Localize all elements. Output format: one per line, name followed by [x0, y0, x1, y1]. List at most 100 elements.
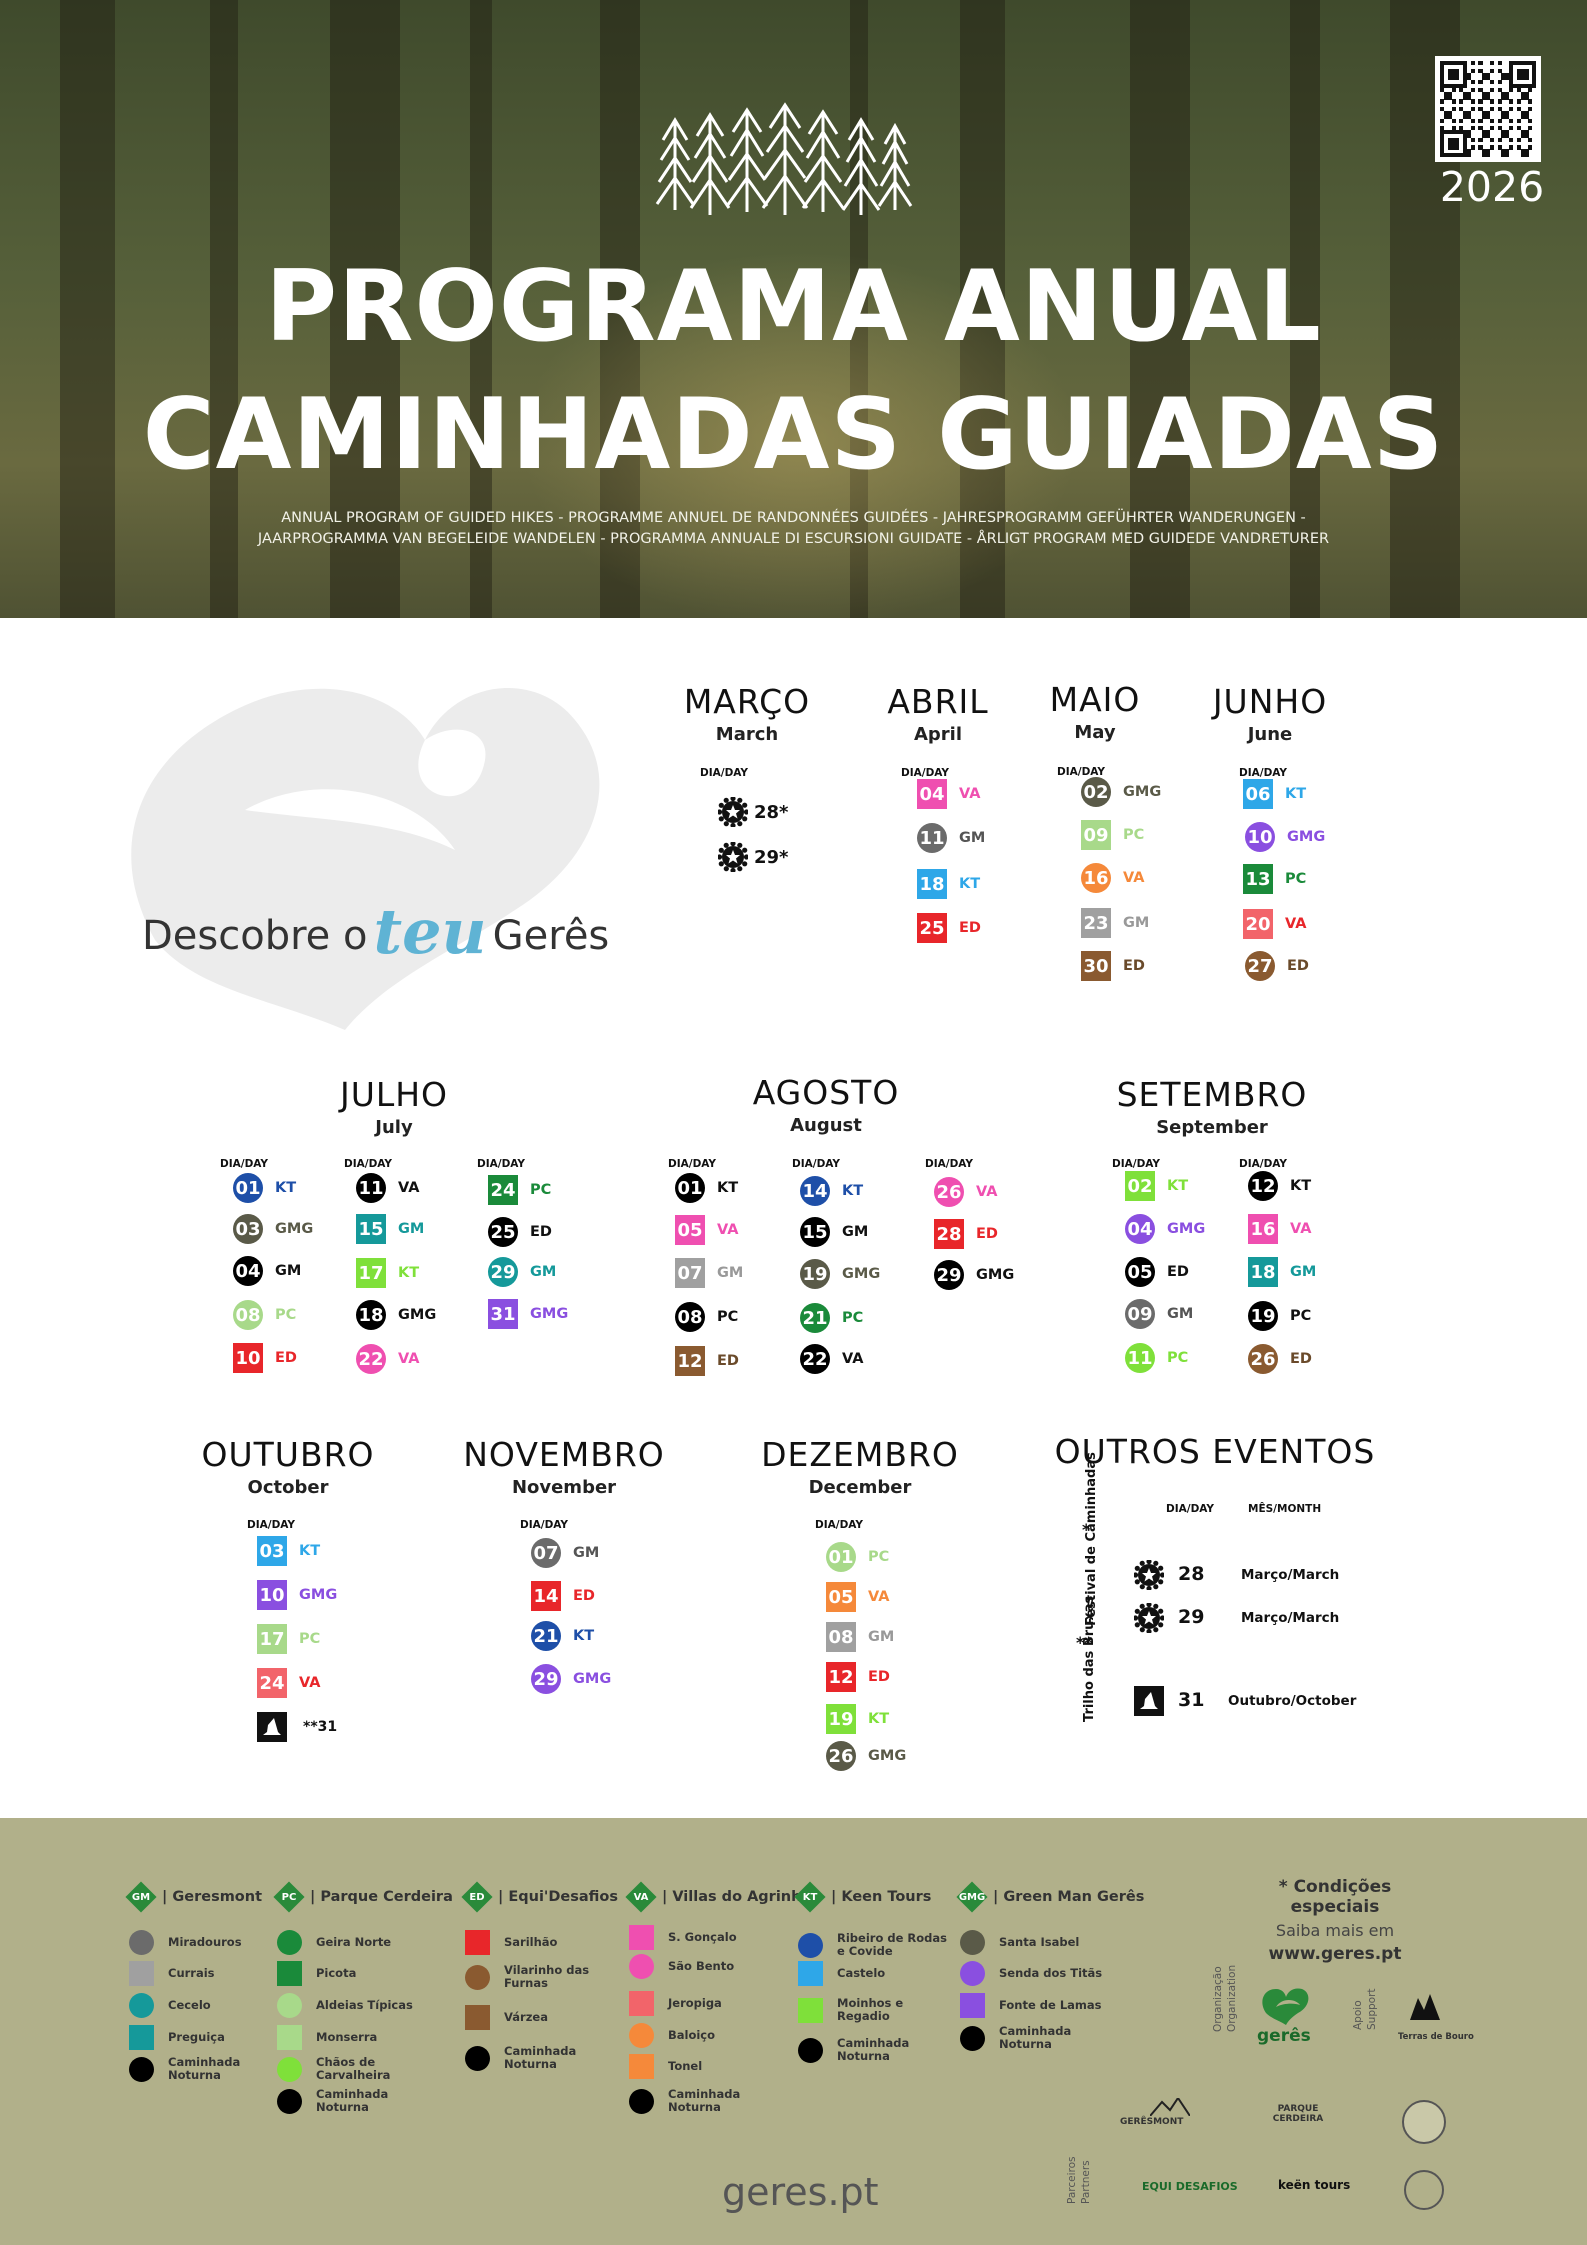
legend-item: Preguiça	[129, 2025, 280, 2050]
legend-marker	[798, 2037, 823, 2063]
legend-marker	[629, 1925, 654, 1950]
pine-trees-icon	[655, 102, 913, 215]
month-name: JULHO	[339, 1075, 449, 1114]
month-name: DEZEMBRO	[761, 1435, 959, 1474]
event-operator-code: PC	[530, 1182, 552, 1198]
event-day-badge: 05	[675, 1215, 705, 1245]
event-item: 19 GMG	[800, 1259, 880, 1289]
event-operator-code: VA	[959, 786, 981, 802]
event-day-badge: 11	[917, 823, 947, 853]
event-day-badge: 16	[1081, 863, 1111, 893]
operator-diamond-icon: ED	[461, 1881, 493, 1913]
legend-marker	[129, 1993, 154, 2018]
slogan: Descobre oteu Gerês	[142, 895, 609, 968]
legend-item: Fonte de Lamas	[960, 1993, 1111, 2018]
event-item: 28*	[718, 797, 788, 827]
event-day-badge: 18	[356, 1300, 386, 1330]
legend-item: Sarilhão	[465, 1930, 616, 1955]
event-operator-code: KT	[573, 1628, 595, 1644]
month-title: OUTROS EVENTOS	[1054, 1432, 1376, 1471]
day-column-header: DIA/DAY	[220, 1158, 269, 1170]
event-operator-code: GM	[1123, 915, 1150, 931]
outros-event-month: Outubro/October	[1228, 1693, 1357, 1709]
event-day-badge: 08	[826, 1622, 856, 1652]
month-english-name: December	[808, 1477, 912, 1498]
month-name: AGOSTO	[752, 1073, 900, 1112]
event-day-badge: 25	[488, 1217, 518, 1247]
star-badge-icon	[718, 797, 748, 827]
legend-group-gmg: GMG | Green Man Gerês	[956, 1881, 1144, 1913]
event-item: 04 GM	[233, 1256, 301, 1286]
legend-group-va: VA | Villas do Agrinho	[625, 1881, 811, 1913]
event-operator-code: KT	[1167, 1178, 1189, 1194]
event-day-badge: 31	[488, 1299, 518, 1329]
event-operator-code: GMG	[275, 1221, 314, 1237]
day-column-header: DIA/DAY	[792, 1158, 841, 1170]
event-day-badge: 15	[356, 1214, 386, 1244]
month-novembro: NOVEMBRO November	[414, 1435, 714, 1498]
event-item: 22 VA	[356, 1344, 419, 1374]
legend-item-label: Caminhada Noturna	[999, 2024, 1072, 2051]
event-item: 24 PC	[488, 1175, 551, 1205]
event-item: 26 GMG	[826, 1741, 906, 1771]
legend-item: Aldeias Típicas	[277, 1993, 428, 2018]
event-operator-code: GMG	[398, 1307, 437, 1323]
event-item: 15 GM	[356, 1214, 424, 1244]
operator-diamond-icon: GM	[125, 1881, 157, 1913]
event-operator-code: VA	[1290, 1221, 1312, 1237]
day-column-header: DIA/DAY	[344, 1158, 393, 1170]
event-operator-code: KT	[1290, 1178, 1312, 1194]
legend-item: Caminhada Noturna	[798, 2037, 949, 2063]
event-item: 12 KT	[1248, 1171, 1311, 1201]
month-english-name: July	[375, 1117, 413, 1138]
legend-marker	[960, 1961, 985, 1986]
legend-item: Cecelo	[129, 1993, 280, 2018]
footer	[0, 1818, 1587, 2245]
legend-item: São Bento	[629, 1954, 780, 1979]
event-day-badge: 25	[917, 913, 947, 943]
legend-item-label: S. Gonçalo	[668, 1930, 737, 1944]
event-day-badge: 01	[675, 1173, 705, 1203]
month-english-name: March	[715, 724, 779, 745]
legend-item-label: Baloiço	[668, 2028, 716, 2042]
festival-asterisk: *	[1082, 1520, 1091, 1539]
legend-item: Caminhada Noturna	[277, 2088, 428, 2114]
legend-marker	[277, 2025, 302, 2050]
legend-item-label: Castelo	[837, 1966, 886, 1980]
footer-site[interactable]: geres.pt	[722, 2170, 879, 2214]
event-item: 13 PC	[1243, 864, 1306, 894]
legend-marker	[960, 2025, 985, 2051]
event-day-badge: 10	[1245, 822, 1275, 852]
event-operator-code: ED	[868, 1669, 890, 1685]
org-label-en: Organization	[1226, 1964, 1238, 2032]
legend-item-label: Currais	[168, 1966, 215, 1980]
event-operator-code: PC	[842, 1310, 864, 1326]
legend-marker	[129, 1930, 154, 1955]
support-logo: Terras de Bouro	[1398, 2032, 1474, 2042]
legend-item-label: Sarilhão	[504, 1935, 558, 1949]
event-operator-code: ED	[1167, 1264, 1189, 1280]
operator-name: | Geresmont	[162, 1889, 263, 1905]
legend-item-label: Geira Norte	[316, 1935, 392, 1949]
legend-item: Picota	[277, 1961, 428, 1986]
legend-item: Chãos de Carvalheira	[277, 2056, 428, 2082]
month-english-name: August	[790, 1115, 862, 1136]
support-label: Apoio	[1352, 2000, 1364, 2030]
partner-crest-icon	[1404, 2170, 1444, 2210]
partner-seal-icon	[1402, 2100, 1446, 2144]
month-junho: JUNHO June	[1120, 682, 1420, 745]
legend-item-label: Chãos de Carvalheira	[316, 2055, 391, 2082]
conditions-link[interactable]: www.geres.pt	[1268, 1944, 1402, 1964]
legend-item: Senda dos Titãs	[960, 1961, 1111, 1986]
legend-item: Castelo	[798, 1961, 949, 1986]
event-operator-code: VA	[976, 1184, 998, 1200]
event-item: 16 VA	[1081, 863, 1144, 893]
event-day-badge: 19	[800, 1259, 830, 1289]
event-operator-code: GM	[1290, 1264, 1317, 1280]
witch-hat-icon	[257, 1712, 287, 1742]
conditions-text: Saiba mais em	[1275, 1921, 1395, 1940]
month-agosto: AGOSTO August	[676, 1073, 976, 1136]
witch-hat-icon	[1134, 1686, 1164, 1716]
qr-code[interactable]	[1435, 56, 1541, 162]
legend-item: Ribeiro de Rodas e Covide	[798, 1932, 949, 1958]
